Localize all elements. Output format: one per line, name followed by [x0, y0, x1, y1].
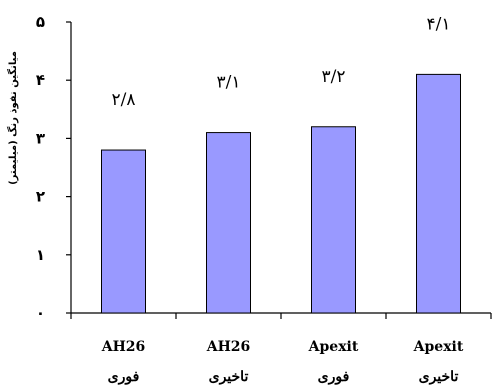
x-tick-label: فوری: [318, 369, 350, 385]
data-label: ۲/۸: [112, 90, 136, 110]
data-label: ۳/۱: [217, 73, 241, 93]
bars: [101, 73, 461, 314]
bar: [416, 73, 461, 314]
x-tick-label: تاخیری: [419, 369, 459, 385]
y-tick-label: ۱: [36, 246, 45, 264]
x-tick-label: AH26: [101, 339, 146, 355]
x-tick-label: تاخیری: [209, 369, 249, 385]
y-tick-label: ۰: [36, 304, 45, 322]
x-tick-label: AH26: [206, 339, 251, 355]
y-tick-label: ۳: [36, 129, 45, 147]
bar: [311, 126, 356, 314]
labels: ۲/۸ AH26 فوری ۳/۱ AH26 تاخیری ۳/۲ Apexit فوری ۴/۱…: [101, 14, 464, 385]
x-tick-label: Apexit: [413, 339, 464, 355]
y-axis-label: میانگین نفوذ رنگ (میلیمتر): [6, 51, 19, 185]
x-tick-label: Apexit: [308, 339, 359, 355]
data-label: ۳/۲: [322, 67, 346, 87]
y-tick-label: ۵: [36, 13, 45, 31]
data-label: ۴/۱: [427, 14, 451, 34]
x-tick-label: فوری: [108, 369, 140, 385]
y-tick-label: ۲: [36, 188, 45, 206]
y-tick-label: ۴: [36, 71, 45, 89]
bar: [206, 132, 251, 314]
bar: [101, 149, 146, 314]
